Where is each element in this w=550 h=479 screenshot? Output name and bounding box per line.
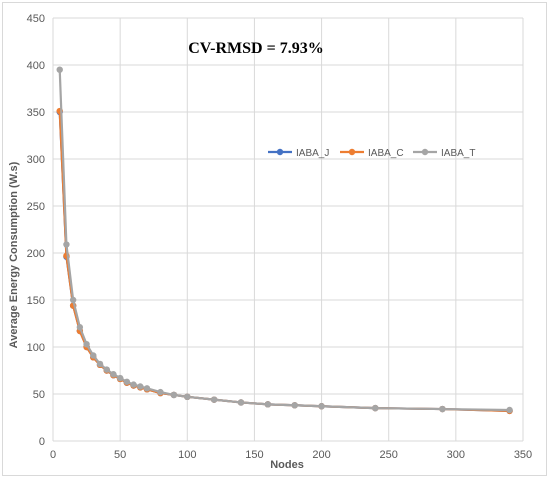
legend-label: IABA_J bbox=[296, 148, 329, 159]
data-point-iaba-t bbox=[137, 383, 144, 390]
data-point-iaba-t bbox=[110, 371, 117, 378]
y-tick-label: 100 bbox=[27, 342, 45, 354]
data-point-iaba-t bbox=[56, 66, 63, 73]
y-tick-label: 250 bbox=[27, 201, 45, 213]
data-point-iaba-t bbox=[210, 396, 218, 403]
data-point-iaba-t bbox=[506, 406, 513, 414]
y-tick-label: 350 bbox=[27, 107, 45, 119]
data-point-iaba-t bbox=[123, 378, 131, 385]
data-point-iaba-t bbox=[130, 381, 137, 388]
x-tick-label: 250 bbox=[380, 449, 398, 461]
data-point-iaba-t bbox=[90, 352, 97, 359]
data-point-iaba-t bbox=[143, 385, 151, 392]
series-line-iaba-t bbox=[58, 69, 510, 412]
data-point-iaba-t bbox=[439, 405, 446, 413]
data-point-iaba-t bbox=[157, 388, 164, 396]
legend-item-iaba-c: IABA_C bbox=[340, 148, 404, 159]
annotation-cv-rmsd: CV-RMSD = 7.93% bbox=[188, 40, 323, 57]
y-tick-labels: 0 50 100 150 200 250 300 350 400 450 bbox=[27, 13, 45, 448]
legend-item-iaba-t: IABA_T bbox=[413, 148, 475, 159]
x-tick-label: 50 bbox=[114, 449, 126, 461]
data-point-iaba-t bbox=[69, 296, 77, 304]
series-group bbox=[56, 66, 513, 415]
y-tick-label: 150 bbox=[27, 295, 45, 307]
x-tick-label: 200 bbox=[312, 449, 330, 461]
data-point-iaba-t bbox=[103, 366, 110, 373]
gridlines bbox=[52, 17, 524, 442]
x-tick-label: 150 bbox=[245, 449, 263, 461]
y-tick-label: 50 bbox=[33, 389, 45, 401]
x-tick-label: 100 bbox=[178, 449, 196, 461]
x-axis-title: Nodes bbox=[270, 459, 304, 471]
data-point-iaba-t bbox=[116, 374, 124, 382]
legend-swatch-marker bbox=[348, 148, 356, 156]
legend-label: IABA_T bbox=[441, 148, 475, 159]
series-iaba-t bbox=[56, 66, 513, 414]
data-point-iaba-t bbox=[264, 401, 272, 408]
data-point-iaba-t bbox=[170, 391, 178, 399]
legend: IABA_J IABA_C IABA_T bbox=[268, 148, 475, 159]
y-tick-label: 0 bbox=[39, 436, 45, 448]
x-tick-label: 0 bbox=[50, 449, 56, 461]
legend-label: IABA_C bbox=[368, 148, 404, 159]
x-tick-label: 350 bbox=[514, 449, 532, 461]
y-tick-label: 200 bbox=[27, 248, 45, 260]
data-point-iaba-t bbox=[63, 241, 70, 248]
data-point-iaba-t bbox=[96, 360, 104, 368]
y-tick-label: 450 bbox=[27, 13, 45, 25]
x-tick-labels: 0 50 100 150 200 250 300 350 bbox=[50, 449, 532, 461]
x-tick-label: 300 bbox=[447, 449, 465, 461]
legend-swatch-marker bbox=[421, 148, 429, 156]
data-point-iaba-t bbox=[291, 402, 298, 409]
y-tick-label: 400 bbox=[27, 60, 45, 72]
legend-swatch-marker bbox=[276, 148, 284, 156]
data-point-iaba-t bbox=[76, 324, 84, 331]
data-point-iaba-t bbox=[318, 403, 325, 410]
data-point-iaba-t bbox=[372, 404, 379, 412]
y-tick-label: 300 bbox=[27, 154, 45, 166]
data-point-iaba-t bbox=[184, 393, 191, 401]
legend-item-iaba-j: IABA_J bbox=[268, 148, 329, 159]
y-axis-title: Average Energy Consumption (W.s) bbox=[8, 161, 20, 348]
data-point-iaba-t bbox=[83, 340, 90, 348]
data-point-iaba-t bbox=[237, 399, 245, 406]
